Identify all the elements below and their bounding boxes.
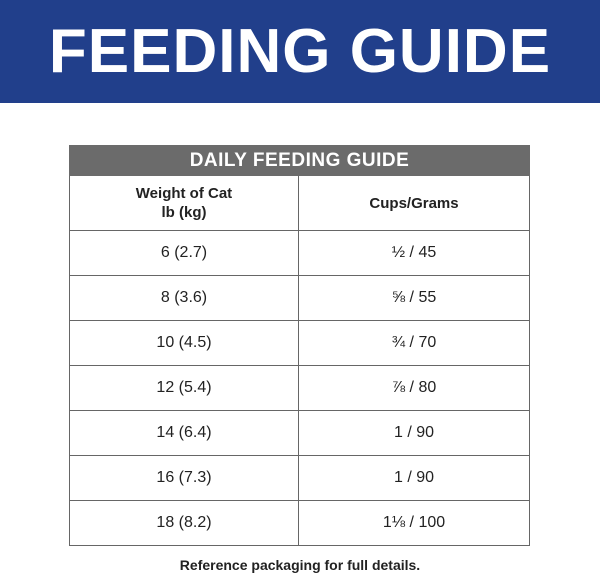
column-header: Weight of Cat lb (kg) — [69, 175, 299, 231]
table-cell: 10 (4.5) — [69, 320, 299, 366]
table-cell: 16 (7.3) — [69, 455, 299, 501]
column-header-row: Weight of Cat lb (kg) Cups/Grams — [69, 175, 531, 231]
table-row: 14 (6.4) 1 / 90 — [69, 410, 531, 456]
column-header: Cups/Grams — [297, 175, 531, 231]
table-cell: ⅝ / 55 — [297, 275, 531, 321]
table-cell: ¾ / 70 — [297, 320, 531, 366]
column-header-line: lb (kg) — [161, 204, 207, 221]
feeding-table: DAILY FEEDING GUIDE Weight of Cat lb (kg)… — [68, 145, 531, 546]
table-cell: 1 / 90 — [297, 410, 531, 456]
table-cell: 14 (6.4) — [69, 410, 299, 456]
table-cell: 1⅛ / 100 — [297, 500, 531, 546]
column-header-line: Weight of Cat — [135, 185, 233, 202]
column-header-line: Cups/Grams — [369, 194, 459, 212]
table-cell: ½ / 45 — [297, 230, 531, 276]
table-row: 10 (4.5) ¾ / 70 — [69, 320, 531, 366]
header-band — [0, 0, 600, 103]
table-head: DAILY FEEDING GUIDE Weight of Cat lb (kg)… — [68, 145, 531, 231]
table-cell: 6 (2.7) — [69, 230, 299, 276]
table-body: 6 (2.7) ½ / 45 8 (3.6) ⅝ / 55 10 (4.5) ¾ / 70… — [69, 230, 531, 546]
page-title: FEEDING GUIDE — [48, 17, 552, 86]
footer-note: Reference packaging for full details. — [179, 557, 421, 573]
table-row: 16 (7.3) 1 / 90 — [69, 455, 531, 501]
table-row: 12 (5.4) ⅞ / 80 — [69, 365, 531, 411]
table-cell: 18 (8.2) — [69, 500, 299, 546]
table-row: 6 (2.7) ½ / 45 — [69, 230, 531, 276]
table-row: 18 (8.2) 1⅛ / 100 — [69, 500, 531, 546]
table-cell: 12 (5.4) — [69, 365, 299, 411]
table-cell: 8 (3.6) — [69, 275, 299, 321]
table-cell: 1 / 90 — [297, 455, 531, 501]
table-row: 8 (3.6) ⅝ / 55 — [69, 275, 531, 321]
table-title: DAILY FEEDING GUIDE — [68, 145, 531, 176]
table-cell: ⅞ / 80 — [297, 365, 531, 411]
